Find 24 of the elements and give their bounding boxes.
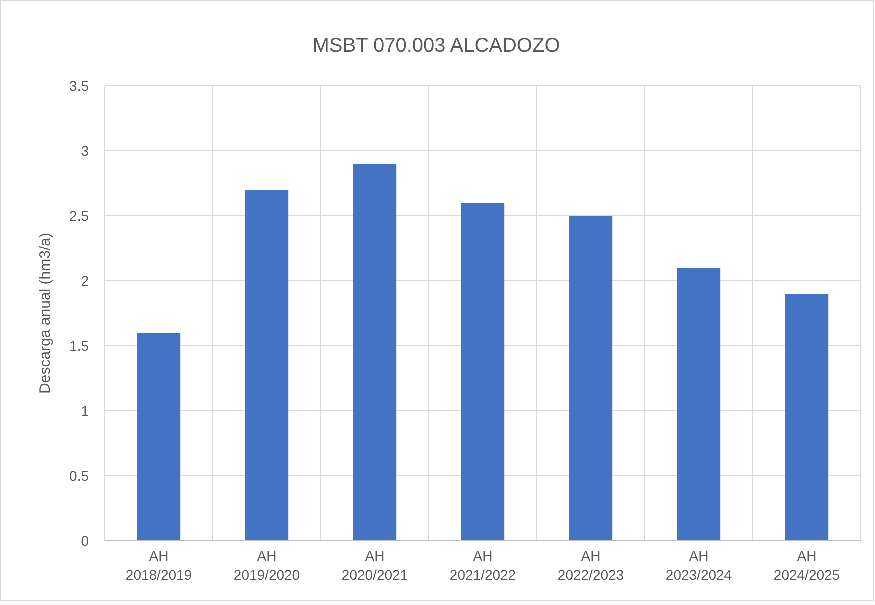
bar <box>677 268 721 541</box>
x-tick-label: AH 2020/2021 <box>342 548 408 583</box>
bar <box>461 203 505 541</box>
y-tick-label: 1 <box>81 403 90 419</box>
x-tick-label: AH 2018/2019 <box>126 548 192 583</box>
chart-title: MSBT 070.003 ALCADOZO <box>312 35 560 57</box>
x-tick-label: AH 2024/2025 <box>774 548 840 583</box>
bar <box>569 216 613 541</box>
y-tick-label: 3.5 <box>70 78 90 94</box>
y-tick-label: 2 <box>81 273 90 289</box>
y-tick-label: 0.5 <box>70 468 90 484</box>
y-axis-title: Descarga anual (hm3/a) <box>37 233 54 394</box>
x-tick-label: AH 2019/2020 <box>234 548 300 583</box>
bar <box>245 190 289 541</box>
y-tick-label: 1.5 <box>70 338 90 354</box>
y-tick-label: 2.5 <box>70 208 90 224</box>
x-tick-label: AH 2022/2023 <box>558 548 624 583</box>
y-tick-label: 3 <box>81 143 90 159</box>
x-tick-label: AH 2021/2022 <box>450 548 516 583</box>
bar <box>785 294 829 541</box>
x-tick-label: AH 2023/2024 <box>666 548 732 583</box>
bar <box>353 164 397 541</box>
bar <box>137 333 181 541</box>
y-tick-label: 0 <box>81 533 90 549</box>
